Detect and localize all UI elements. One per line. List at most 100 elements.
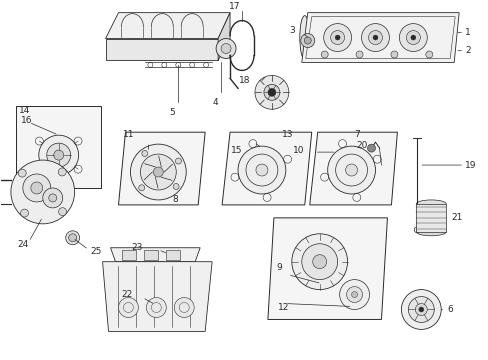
Circle shape [414, 303, 427, 315]
Text: 4: 4 [212, 98, 218, 107]
Text: 1: 1 [464, 28, 470, 37]
Circle shape [372, 35, 377, 40]
Text: 6: 6 [447, 305, 452, 314]
Text: 22: 22 [121, 290, 132, 299]
Ellipse shape [415, 228, 446, 236]
Circle shape [140, 154, 176, 190]
Bar [16, 106, 101, 188]
Bar [166, 250, 180, 260]
Bar [144, 250, 158, 260]
Circle shape [173, 184, 179, 189]
Circle shape [49, 194, 57, 202]
Text: 2: 2 [464, 46, 470, 55]
Circle shape [54, 150, 63, 160]
Text: 18: 18 [238, 76, 249, 85]
Circle shape [399, 24, 427, 51]
Text: 3: 3 [288, 26, 294, 35]
Circle shape [406, 31, 420, 45]
Circle shape [255, 164, 267, 176]
Circle shape [139, 185, 144, 191]
Circle shape [31, 182, 42, 194]
Circle shape [410, 35, 415, 40]
Circle shape [20, 209, 28, 217]
Text: 9: 9 [275, 263, 281, 272]
Polygon shape [105, 13, 229, 39]
Circle shape [130, 144, 186, 200]
Circle shape [368, 31, 382, 45]
Text: 20: 20 [355, 141, 367, 150]
Text: 5: 5 [169, 108, 175, 117]
Polygon shape [118, 132, 205, 205]
Circle shape [68, 234, 77, 242]
Circle shape [355, 51, 362, 58]
Circle shape [327, 146, 375, 194]
Circle shape [58, 168, 66, 176]
Text: 21: 21 [450, 213, 462, 222]
Circle shape [425, 51, 432, 58]
Circle shape [300, 33, 314, 48]
Circle shape [18, 169, 26, 177]
Circle shape [390, 51, 397, 58]
Polygon shape [102, 262, 212, 332]
Circle shape [301, 244, 337, 280]
Circle shape [267, 88, 275, 96]
Circle shape [65, 231, 80, 245]
Text: 23: 23 [131, 243, 142, 252]
Polygon shape [301, 13, 458, 62]
Circle shape [304, 37, 310, 44]
Circle shape [238, 146, 285, 194]
Polygon shape [110, 248, 200, 262]
Text: 11: 11 [122, 130, 134, 139]
Circle shape [351, 292, 357, 298]
Polygon shape [267, 218, 386, 319]
Circle shape [367, 144, 375, 152]
Circle shape [59, 208, 66, 216]
Text: 25: 25 [90, 247, 102, 256]
Text: 19: 19 [464, 161, 476, 170]
Circle shape [39, 135, 79, 175]
Circle shape [330, 31, 344, 45]
Circle shape [418, 307, 423, 312]
Text: 10: 10 [293, 145, 304, 154]
Bar [415, 204, 446, 232]
Text: 15: 15 [230, 145, 242, 154]
Ellipse shape [299, 15, 309, 59]
Bar [122, 250, 136, 260]
Text: 24: 24 [17, 240, 28, 249]
Circle shape [153, 167, 163, 177]
Circle shape [401, 289, 440, 329]
Polygon shape [105, 39, 218, 60]
Circle shape [254, 75, 288, 109]
Circle shape [118, 298, 138, 318]
Circle shape [312, 255, 326, 269]
Text: 12: 12 [277, 303, 289, 312]
Circle shape [346, 287, 362, 302]
Circle shape [216, 39, 236, 58]
Circle shape [174, 298, 194, 318]
Circle shape [339, 280, 369, 310]
Circle shape [146, 298, 166, 318]
Circle shape [175, 158, 181, 164]
Text: 16: 16 [21, 116, 32, 125]
Circle shape [221, 44, 230, 54]
Circle shape [407, 297, 433, 323]
Ellipse shape [415, 200, 446, 208]
Circle shape [361, 24, 388, 51]
Text: 8: 8 [172, 195, 178, 204]
Circle shape [291, 234, 347, 289]
Circle shape [345, 164, 357, 176]
Text: 7: 7 [354, 130, 360, 139]
Text: 17: 17 [229, 2, 240, 11]
Text: 13: 13 [281, 130, 293, 139]
Circle shape [47, 143, 71, 167]
Circle shape [321, 51, 327, 58]
Circle shape [334, 35, 340, 40]
Circle shape [264, 84, 279, 100]
Circle shape [42, 188, 62, 208]
Circle shape [11, 160, 75, 224]
Polygon shape [309, 132, 397, 205]
Circle shape [23, 174, 51, 202]
Circle shape [142, 150, 147, 157]
Text: 14: 14 [19, 106, 30, 115]
Circle shape [323, 24, 351, 51]
